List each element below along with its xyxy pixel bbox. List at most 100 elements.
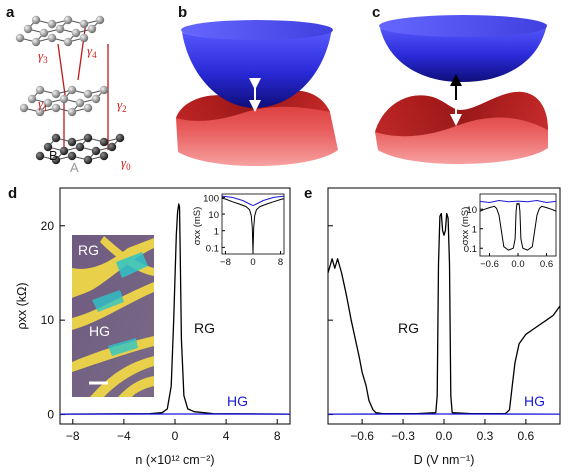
lattice-atom — [71, 28, 81, 38]
plot-e-series — [327, 212, 561, 415]
plot-d-inset-y-label: σxx (mS) — [192, 207, 203, 246]
panel-b-label: b — [178, 4, 187, 21]
plot-d-xtick-label: 4 — [223, 429, 230, 443]
plot-d-ytick-label: 10 — [41, 313, 55, 327]
lattice-atom — [99, 151, 109, 161]
lattice-atom — [15, 33, 25, 43]
lattice-atom — [51, 155, 61, 165]
lattice-atom — [75, 142, 85, 152]
lattice-atom — [35, 107, 45, 117]
panel-a-lattice: a γ3 γ4 γ1 γ2 γ0 B A — [6, 4, 131, 175]
plot-e-xtick-label: 0.3 — [477, 429, 494, 443]
plot-e-xtick-label: 0.6 — [518, 429, 535, 443]
gamma-0-label: γ0 — [121, 155, 131, 172]
plot-e-inset-y-label: σxx (mS) — [460, 207, 471, 246]
plot-d-inset-ytick-label: 0.1 — [206, 243, 219, 254]
plot-e-x-axis-label: D (V nm⁻¹) — [414, 453, 475, 467]
conduction-band-surface — [181, 20, 333, 108]
plot-d-x-ticks: −8 −4 0 4 8 — [66, 419, 281, 443]
plot-d-ytick-label: 20 — [41, 219, 55, 233]
panel-d-label: d — [8, 185, 17, 202]
plot-e-xtick-label: 0.0 — [436, 429, 453, 443]
micrograph-rg-label: RG — [78, 242, 99, 258]
plot-e-rg-label: RG — [398, 320, 419, 336]
plot-e-inset-series-hg — [479, 200, 557, 203]
panel-c-label: c — [372, 4, 380, 21]
plot-d-inset-ytick-label: 1 — [214, 227, 219, 238]
panel-a-label: a — [6, 4, 15, 21]
plot-d-inset-ytick-label: 100 — [203, 193, 219, 204]
plot-e-inset-series — [479, 200, 557, 251]
lattice-atom — [35, 85, 45, 95]
plot-d-inset-xtick-label: 8 — [278, 257, 283, 268]
lattice-atom — [35, 151, 45, 161]
lattice-atom — [87, 24, 97, 34]
lattice-atom — [19, 103, 29, 113]
plot-d-inset-xtick-label: 0 — [250, 257, 255, 268]
plot-e-xtick-label: −0.6 — [350, 429, 374, 443]
lattice-atom — [83, 155, 93, 165]
lattice-atom — [67, 107, 77, 117]
lattice-atom — [83, 133, 93, 143]
plot-d-inset-series-rg — [221, 197, 285, 253]
lattice-atom — [51, 103, 61, 113]
gamma-labels: γ3 γ4 γ1 γ2 γ0 — [38, 43, 131, 172]
lattice-atom — [43, 98, 53, 108]
plot-d-inset-series-hg — [221, 195, 285, 207]
lattice-atom — [67, 137, 77, 147]
lattice-atom — [31, 15, 41, 25]
plot-d-y-ticks: 0 10 20 — [41, 219, 65, 422]
lattice-atom — [51, 89, 61, 99]
trilayer-lattice-diagram — [15, 15, 125, 165]
lattice-atom — [91, 94, 101, 104]
lattice-atom — [63, 15, 73, 25]
plot-d-xtick-label: −4 — [117, 429, 131, 443]
lattice-atom — [43, 142, 53, 152]
lattice-atom — [75, 98, 85, 108]
plot-e-inset-xtick-label: 0.6 — [540, 259, 553, 270]
panel-e-label: e — [304, 185, 312, 202]
gamma-2-label: γ2 — [117, 97, 127, 114]
lattice-atom — [47, 33, 57, 43]
lattice-atom — [23, 24, 33, 34]
valence-band-surface-c — [375, 91, 548, 165]
plot-e-inset: −0.6 0.0 0.6 10 1 0.1 σxx (mS) — [460, 190, 558, 270]
gamma-3-label: γ3 — [38, 48, 48, 65]
plot-d-inset-ytick-label: 10 — [208, 210, 219, 221]
plot-d-xtick-label: 8 — [274, 429, 281, 443]
lattice-atom — [59, 146, 69, 156]
plot-e-hg-label: HG — [524, 393, 545, 409]
lattice-atom — [99, 85, 109, 95]
lattice-atom — [39, 28, 49, 38]
plot-e-x-ticks: −0.6 −0.3 0.0 0.3 0.6 — [350, 419, 535, 443]
lattice-atom — [55, 24, 65, 34]
gamma-4-label: γ4 — [87, 43, 97, 60]
lattice-atom — [83, 103, 93, 113]
plot-d-series — [59, 203, 291, 415]
gamma-1-label: γ1 — [38, 96, 48, 113]
plot-d-series-rg — [59, 203, 291, 415]
plot-e-inset-ytick-label: 10 — [466, 205, 477, 216]
conduction-band-surface-c — [379, 15, 547, 82]
plot-e-inset-series-rg — [479, 202, 557, 251]
plot-d-xtick-label: 0 — [172, 429, 179, 443]
plot-e-series-rg — [327, 212, 561, 415]
lattice-atom — [95, 15, 105, 25]
lattice-atom — [51, 133, 61, 143]
lattice-atom — [31, 37, 41, 47]
lattice-atom — [107, 142, 117, 152]
lattice-atom — [83, 89, 93, 99]
lattice-atom — [59, 94, 69, 104]
lattice-atom — [115, 133, 125, 143]
plot-e-inset-ticks: −0.6 0.0 0.6 10 1 0.1 — [464, 205, 553, 270]
plot-e-xtick-label: −0.3 — [391, 429, 415, 443]
plot-e-inset-ytick-label: 0.1 — [464, 244, 477, 255]
panel-b-band-structure: b — [176, 4, 338, 167]
plot-d-inset-series — [221, 195, 285, 253]
lattice-atom — [99, 137, 109, 147]
plot-d-hg-label: HG — [227, 393, 248, 409]
plot-d-ytick-label: 0 — [47, 408, 54, 422]
plot-e-inset-ytick-label: 1 — [472, 225, 477, 236]
plot-d-x-axis-label: n (×10¹² cm⁻²) — [135, 453, 214, 467]
